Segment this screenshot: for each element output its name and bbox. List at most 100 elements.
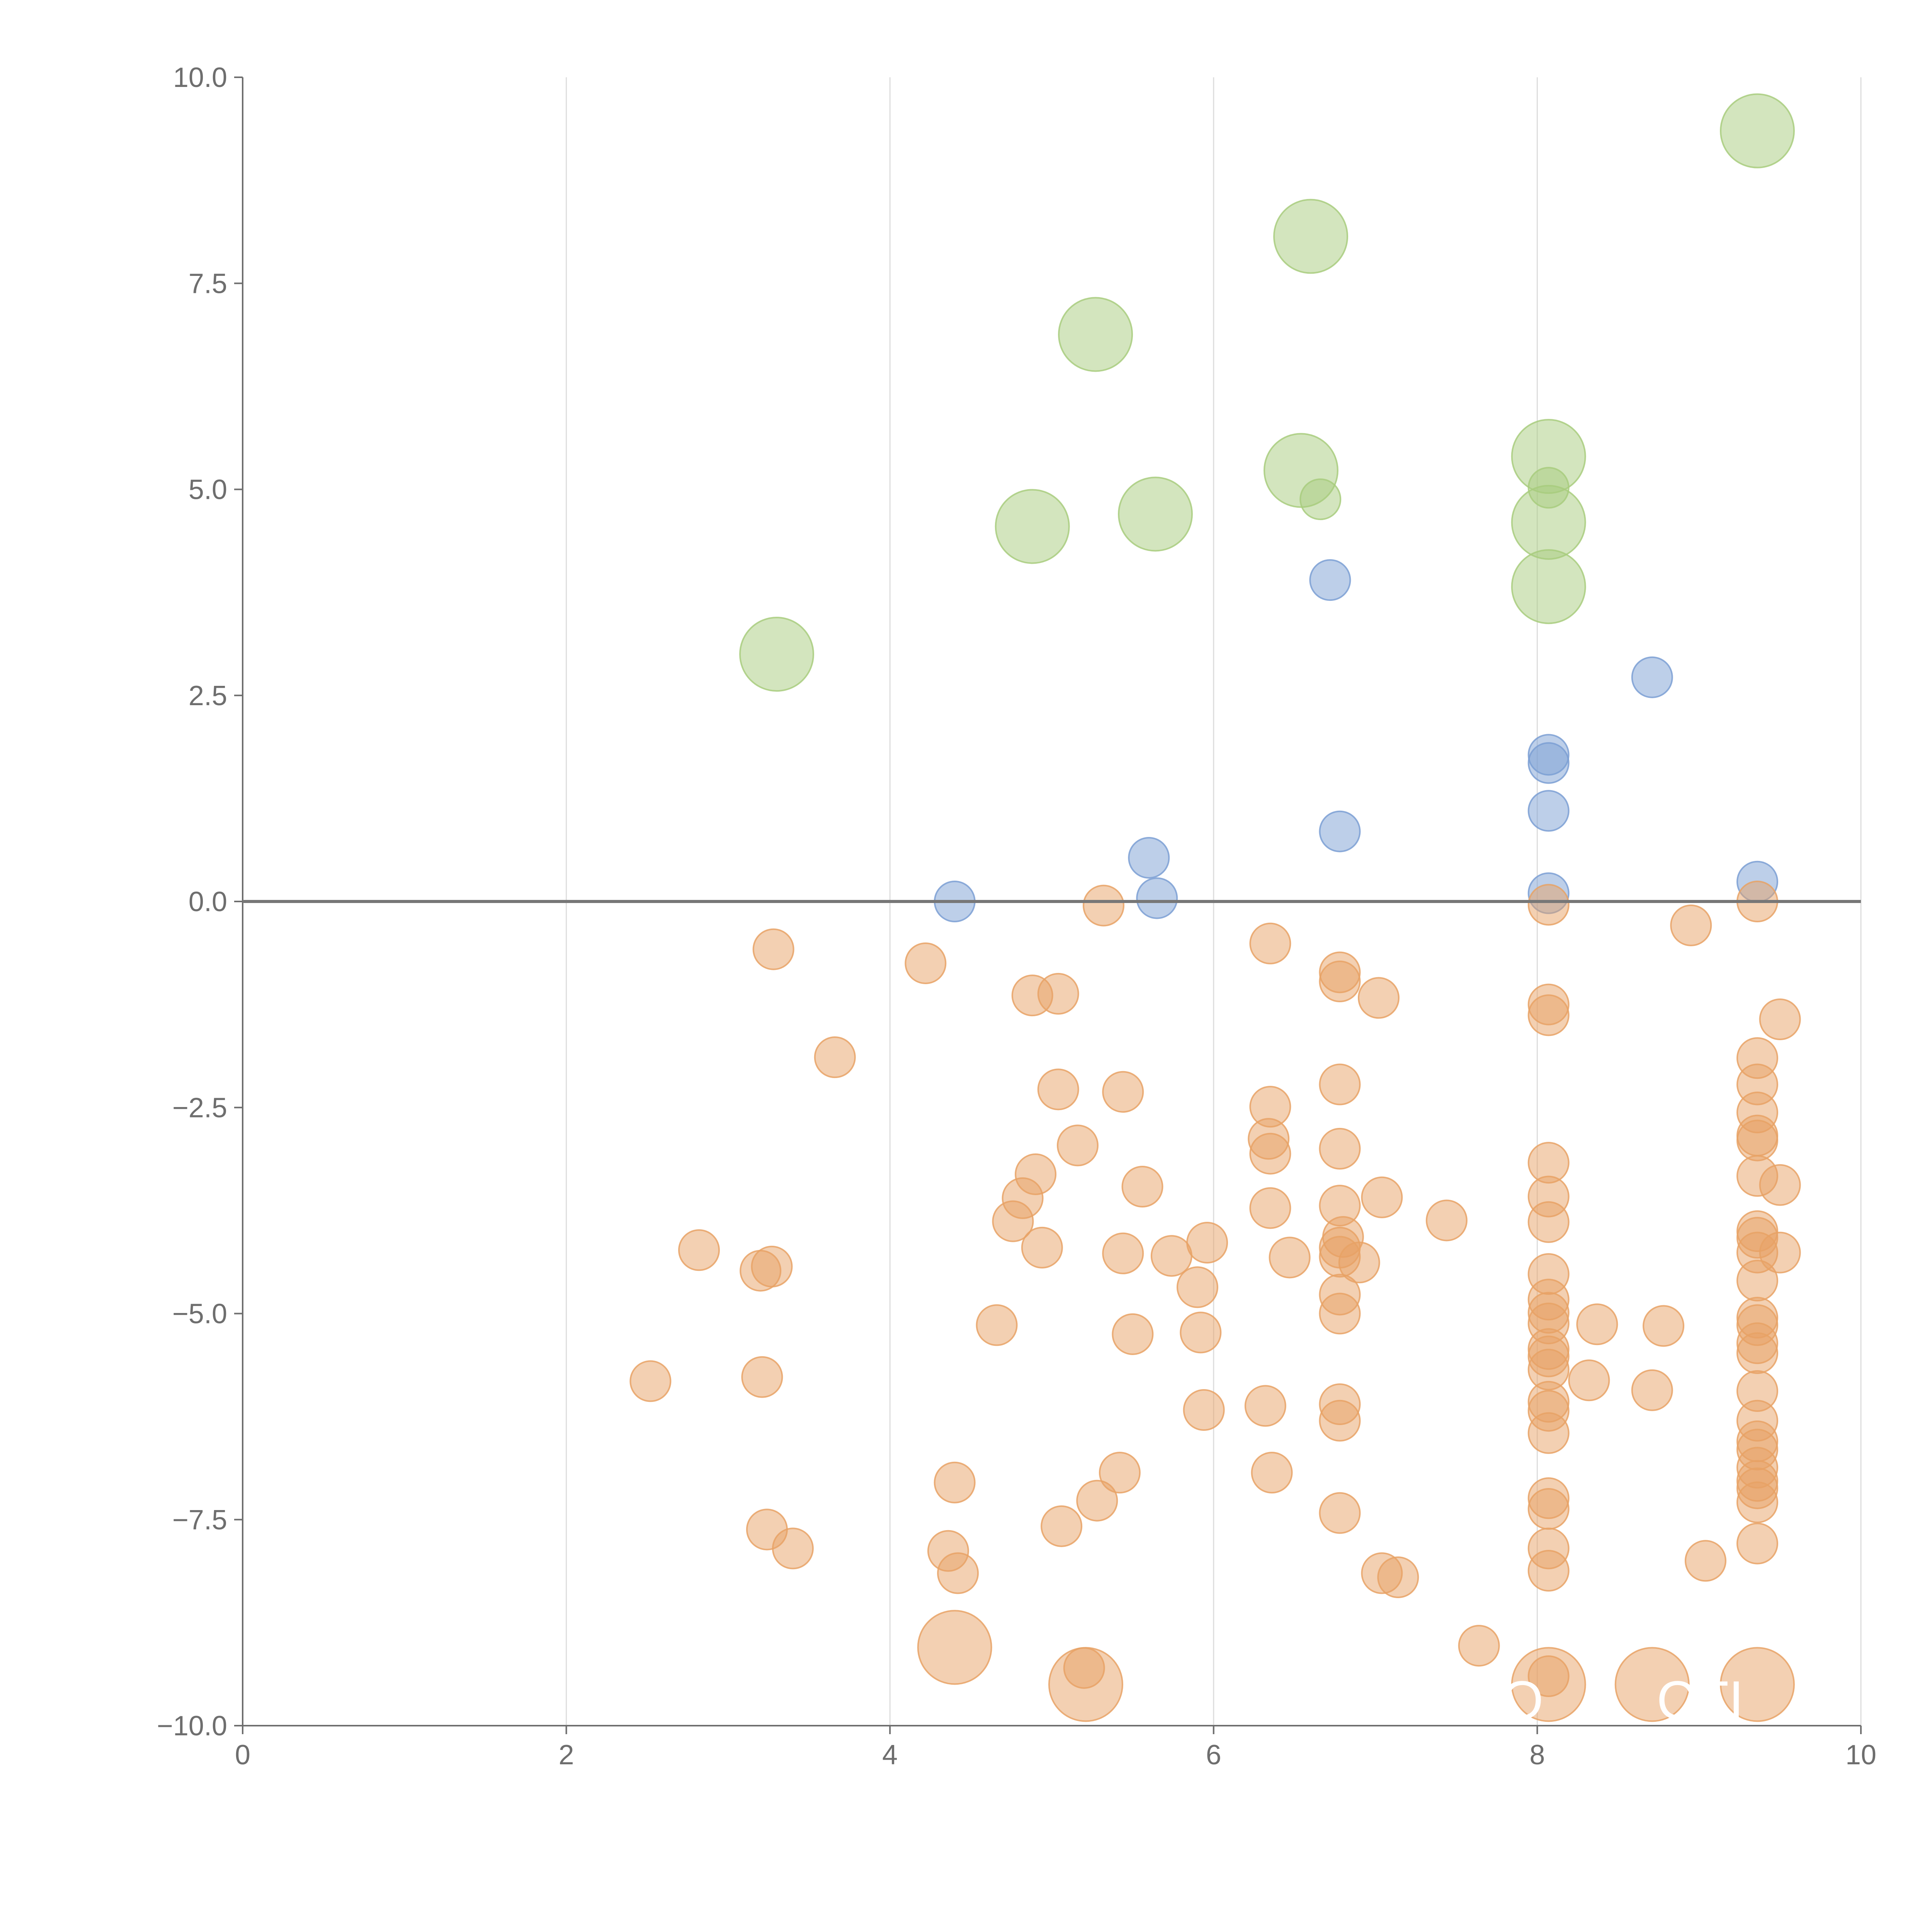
bubble-small-positive-green-1 — [1527, 467, 1570, 509]
bubble-small-negative-85 — [1568, 1359, 1610, 1401]
x-ticks: 0 2 4 6 8 10 — [235, 1726, 1876, 1770]
bubble-small-negative-22 — [1057, 1124, 1099, 1167]
bubble-small-positive-green-0 — [1299, 478, 1342, 520]
bubble-large-positive-0 — [739, 617, 815, 692]
bubble-small-positive-7 — [1527, 790, 1570, 832]
bubble-small-positive-9 — [1631, 656, 1673, 698]
bubble-small-negative-117 — [1759, 1231, 1801, 1274]
bubble-small-negative-33 — [1180, 1311, 1222, 1354]
bubble-small-negative-63 — [1458, 1625, 1500, 1667]
bubble-small-negative-20 — [1037, 1068, 1079, 1111]
bubble-small-negative-66 — [1527, 994, 1570, 1036]
bubble-small-negative-116 — [1759, 1164, 1801, 1206]
y-tick-label-3: −2.5 — [172, 1092, 227, 1123]
x-tick-label-1: 2 — [559, 1740, 574, 1770]
bubble-small-negative-41 — [1249, 1187, 1291, 1229]
y-tick-label-8: 10.0 — [173, 62, 227, 93]
bubble-small-negative-11 — [934, 1461, 976, 1503]
bubble-small-negative-27 — [1102, 1232, 1144, 1274]
bubble-large-negative-4 — [1719, 1647, 1795, 1722]
bubble-small-negative-45 — [1319, 960, 1361, 1002]
y-tick-label-1: −7.5 — [172, 1505, 227, 1536]
bubble-small-negative-38 — [1249, 922, 1291, 964]
bubble-small-negative-96 — [1736, 1119, 1778, 1162]
y-tick-label-0: −10.0 — [157, 1711, 227, 1742]
bubble-small-negative-83 — [1527, 1549, 1570, 1592]
bubble-small-negative-46 — [1319, 1063, 1361, 1105]
bubble-large-positive-3 — [1118, 476, 1193, 552]
bubble-small-negative-8 — [814, 1036, 856, 1078]
bubble-small-positive-3 — [1309, 559, 1351, 601]
bubble-small-negative-0 — [629, 1360, 672, 1402]
bubble-small-negative-7 — [772, 1527, 814, 1570]
bubble-large-positive-9 — [1719, 93, 1795, 168]
y-tick-label-4: 0.0 — [189, 886, 227, 917]
bubble-small-positive-6 — [1527, 742, 1570, 784]
bubble-small-negative-39 — [1249, 1086, 1291, 1128]
x-tick-label-4: 8 — [1529, 1740, 1545, 1770]
bubble-small-negative-56 — [1319, 1492, 1361, 1534]
bubble-small-negative-81 — [1527, 1488, 1570, 1530]
x-tick-label-0: 0 — [235, 1740, 250, 1770]
bubble-small-negative-55 — [1319, 1400, 1361, 1442]
bubble-small-negative-57 — [1338, 1242, 1380, 1284]
x-tick-label-5: 10 — [1845, 1740, 1876, 1770]
bubble-small-negative-5 — [751, 1245, 793, 1287]
bubble-label-2: O — [1502, 1670, 1544, 1730]
bubble-small-negative-62 — [1425, 1199, 1468, 1242]
bubble-small-negative-89 — [1670, 904, 1712, 946]
bubble-large-positive-5 — [1273, 199, 1349, 274]
bubble-small-negative-21 — [1041, 1505, 1083, 1547]
bubble-small-negative-31 — [1150, 1235, 1192, 1277]
bubble-large-positive-8 — [1511, 549, 1586, 624]
bubble-small-negative-86 — [1576, 1303, 1618, 1345]
bubble-small-negative-69 — [1527, 1201, 1570, 1243]
bubble-large-negative-3 — [1614, 1647, 1690, 1722]
bubble-small-negative-29 — [1112, 1313, 1154, 1355]
bubble-small-negative-40 — [1249, 1133, 1291, 1175]
bubble-small-negative-61 — [1377, 1556, 1419, 1599]
bubble-large-negative-1 — [1048, 1647, 1123, 1722]
bubble-small-negative-24 — [1076, 1480, 1118, 1522]
bubble-small-negative-87 — [1631, 1369, 1673, 1411]
bubble-small-negative-26 — [1099, 1452, 1141, 1494]
bubble-small-negative-79 — [1527, 1412, 1570, 1454]
bubble-large-positive-2 — [1058, 297, 1133, 372]
bubble-small-negative-113 — [1736, 1481, 1778, 1523]
bubble-small-negative-1 — [678, 1229, 720, 1271]
bubble-label-1: O — [968, 1670, 1010, 1730]
bubble-small-negative-43 — [1269, 1236, 1311, 1279]
bubble-labels: O O CTI — [968, 1670, 1744, 1730]
bubble-small-positive-4 — [1319, 810, 1361, 852]
y-ticks: −10.0 −7.5 −5.0 −2.5 0.0 2.5 5.0 7.5 10.0 — [157, 62, 243, 1742]
bubble-small-negative-64 — [1527, 884, 1570, 926]
bubble-large-negative-2 — [1511, 1647, 1586, 1722]
bubble-small-negative-88 — [1643, 1305, 1685, 1347]
bubble-small-negative-59 — [1361, 1176, 1403, 1218]
bubbles — [629, 93, 1801, 1722]
x-tick-label-2: 4 — [882, 1740, 898, 1770]
bubble-small-negative-17 — [1015, 1153, 1057, 1196]
bubble-small-negative-13 — [976, 1304, 1018, 1346]
y-tick-label-7: 7.5 — [189, 268, 227, 299]
bubble-small-negative-90 — [1684, 1540, 1726, 1582]
bubble-small-negative-18 — [1021, 1226, 1063, 1269]
bubble-large-positive-1 — [995, 489, 1070, 564]
bubble-small-negative-105 — [1736, 1332, 1778, 1374]
bubble-small-negative-32 — [1176, 1266, 1218, 1308]
bubble-small-negative-53 — [1319, 1293, 1361, 1335]
bubble-small-negative-6 — [752, 928, 794, 970]
bubble-small-negative-28 — [1102, 1071, 1144, 1113]
bubble-small-negative-30 — [1121, 1166, 1163, 1208]
y-tick-label-6: 5.0 — [189, 474, 227, 505]
y-tick-label-2: −5.0 — [172, 1299, 227, 1330]
bubble-small-negative-35 — [1186, 1222, 1228, 1264]
bubble-small-negative-34 — [1183, 1389, 1225, 1431]
bubble-large-negative-0 — [917, 1610, 992, 1685]
bubble-small-negative-19 — [1037, 973, 1079, 1015]
bubble-label-3: CTI — [1656, 1670, 1744, 1730]
bubble-small-negative-3 — [741, 1356, 783, 1398]
bubble-small-negative-115 — [1759, 998, 1801, 1041]
